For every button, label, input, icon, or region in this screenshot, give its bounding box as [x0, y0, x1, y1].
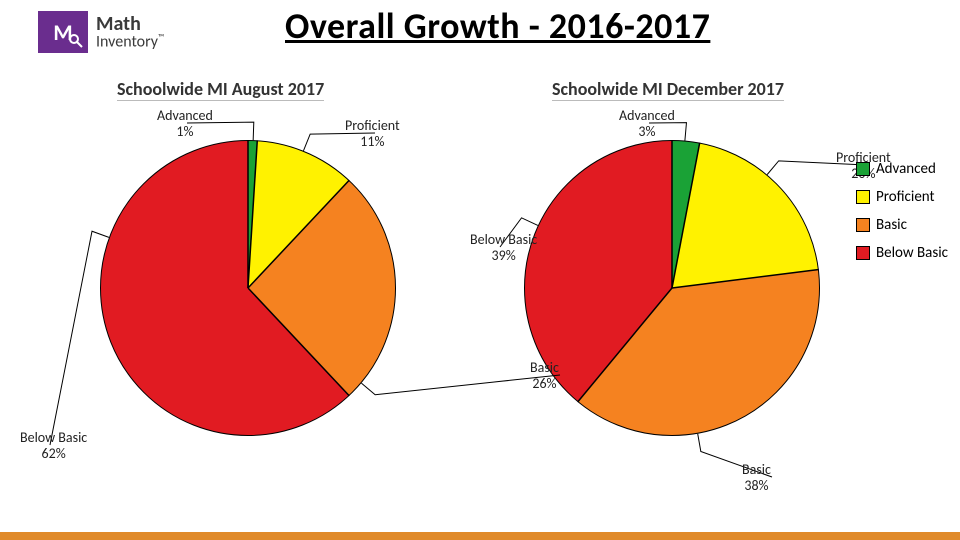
legend-swatch-below-basic — [856, 246, 870, 260]
page-title: Overall Growth - 2016-2017 — [285, 4, 710, 48]
logo-line2: Inventory™ — [96, 34, 164, 50]
legend-label: Advanced — [876, 160, 936, 178]
legend-label: Proficient — [876, 188, 935, 206]
callout-august-below-basic: Below Basic62% — [20, 430, 87, 462]
legend-swatch-proficient — [856, 190, 870, 204]
bottom-accent-bar — [0, 532, 960, 540]
legend-swatch-basic — [856, 218, 870, 232]
legend-label: Basic — [876, 216, 907, 234]
callout-august-advanced: Advanced1% — [157, 108, 213, 140]
legend-item-basic: Basic — [856, 216, 948, 234]
callout-december-advanced: Advanced3% — [619, 108, 675, 140]
logo-badge: M — [38, 11, 88, 53]
chart-title-august: Schoolwide MI August 2017 — [117, 78, 324, 101]
logo-line1: Math — [96, 15, 164, 34]
pie-chart-august — [100, 140, 396, 436]
legend: Advanced Proficient Basic Below Basic — [856, 160, 948, 272]
math-inventory-logo: M Math Inventory™ — [38, 8, 260, 56]
callout-december-below-basic: Below Basic39% — [470, 232, 537, 264]
legend-item-proficient: Proficient — [856, 188, 948, 206]
magnifier-icon — [68, 33, 84, 49]
callout-august-basic: Basic26% — [530, 360, 559, 392]
legend-swatch-advanced — [856, 162, 870, 176]
callout-august-proficient: Proficient11% — [345, 118, 400, 150]
legend-item-below-basic: Below Basic — [856, 244, 948, 262]
chart-title-december: Schoolwide MI December 2017 — [552, 78, 784, 101]
callout-december-basic: Basic38% — [742, 462, 771, 494]
legend-label: Below Basic — [876, 244, 948, 262]
logo-text: Math Inventory™ — [96, 15, 164, 50]
legend-item-advanced: Advanced — [856, 160, 948, 178]
pie-chart-december — [524, 140, 820, 436]
